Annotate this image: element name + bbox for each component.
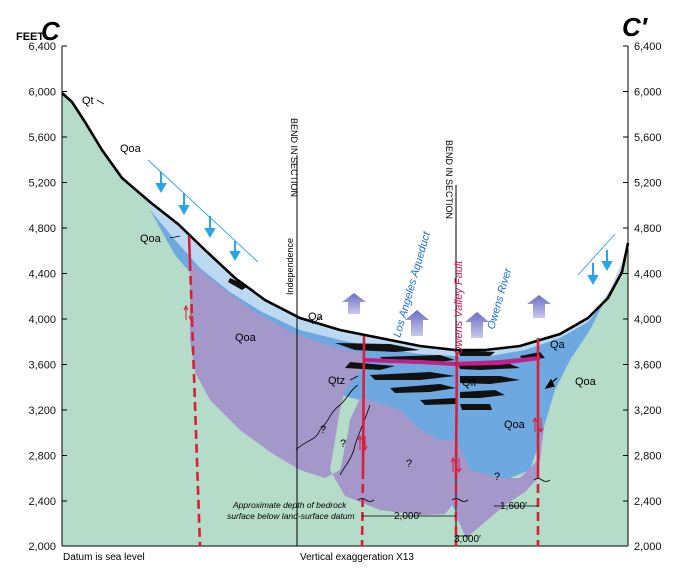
y-tick-right: 5,200 <box>634 178 662 190</box>
question-mark: ? <box>406 458 412 470</box>
exaggeration-note: Vertical exaggeration X13 <box>300 552 414 563</box>
y-tick-right: 3,600 <box>634 360 662 372</box>
y-axis-right: 6,400 6,000 5,600 5,200 4,800 4,400 4,00… <box>634 41 662 553</box>
depth-3000: 3,000′ <box>454 534 481 545</box>
y-tick-left: 3,600 <box>28 360 56 372</box>
unit-qoa-2: Qoa <box>140 233 162 245</box>
magenta-layer <box>365 356 540 366</box>
datum-note: Datum is sea level <box>63 552 145 563</box>
unit-qoa-5: Qoa <box>575 376 597 388</box>
y-tick-right: 6,400 <box>634 41 662 53</box>
unit-qoa-4: Qoa <box>504 419 526 431</box>
feet-label: FEET <box>16 31 44 43</box>
y-tick-right: 4,400 <box>634 269 662 281</box>
unit-qoa-3: Qoa <box>235 332 257 344</box>
clay-lenses <box>228 278 545 410</box>
y-tick-left: 4,800 <box>28 223 56 235</box>
bedrock-contact-lines <box>295 384 371 476</box>
y-tick-right: 4,800 <box>634 223 662 235</box>
bend-label-2: BEND IN SECTION <box>444 140 454 219</box>
y-tick-left: 2,000 <box>28 541 56 553</box>
tick-marks <box>62 45 628 502</box>
question-mark: ? <box>340 438 346 450</box>
depth-2000: 2,000′ <box>394 511 421 522</box>
bend-label-1: BEND IN SECTION <box>289 118 299 197</box>
y-tick-left: 2,800 <box>28 451 56 463</box>
unit-qfl: Qfl <box>462 377 476 389</box>
y-tick-right: 5,600 <box>634 132 662 144</box>
bedrock-note-line-1: Approximate depth of bedrock <box>232 500 347 510</box>
deep-basin <box>340 398 456 515</box>
land-surface <box>61 92 630 352</box>
question-mark: ? <box>320 424 326 436</box>
question-mark: ? <box>494 471 500 483</box>
unit-qtz: Qtz <box>328 375 345 387</box>
y-tick-right: 4,000 <box>634 314 662 326</box>
y-tick-right: 2,000 <box>634 541 662 553</box>
y-tick-left: 4,400 <box>28 269 56 281</box>
unit-qa-2: Qa <box>550 339 566 351</box>
deep-basin-east <box>458 442 540 538</box>
recharge-boundary <box>147 159 616 276</box>
unit-qoa-1: Qoa <box>120 143 142 155</box>
depth-measure-lines <box>357 478 551 537</box>
y-tick-left: 5,200 <box>28 178 56 190</box>
river-label: Owens River <box>485 266 514 331</box>
unit-qa-1: Qa <box>308 311 324 323</box>
flow-arrow-small <box>544 377 558 389</box>
y-tick-right: 2,400 <box>634 496 662 508</box>
bedrock-note-line-2: surface below land-surface datum <box>227 511 355 521</box>
independence-label: Independence <box>285 238 295 295</box>
y-tick-left: 3,200 <box>28 405 56 417</box>
unit-qt: Qt <box>82 95 94 107</box>
y-axis-left: 6,400 6,000 5,600 5,200 4,800 4,400 4,00… <box>28 41 56 553</box>
y-tick-left: 6,400 <box>28 41 56 53</box>
section-start-label: C <box>41 16 61 46</box>
fault-label: Owens Valley Fault <box>453 260 465 355</box>
leader-lines <box>96 99 359 381</box>
fault-lines <box>187 235 540 547</box>
y-tick-left: 4,000 <box>28 314 56 326</box>
y-tick-right: 2,800 <box>634 451 662 463</box>
discharge-arrows <box>342 293 551 338</box>
y-tick-right: 6,000 <box>634 87 662 99</box>
y-tick-left: 2,400 <box>28 496 56 508</box>
y-tick-left: 6,000 <box>28 87 56 99</box>
section-end-label: C′ <box>622 12 649 42</box>
y-tick-left: 5,600 <box>28 132 56 144</box>
fault-arrows <box>183 304 544 474</box>
depth-1600: 1,600′ <box>500 501 527 512</box>
recharge-arrows <box>155 172 613 286</box>
y-tick-right: 3,200 <box>634 405 662 417</box>
